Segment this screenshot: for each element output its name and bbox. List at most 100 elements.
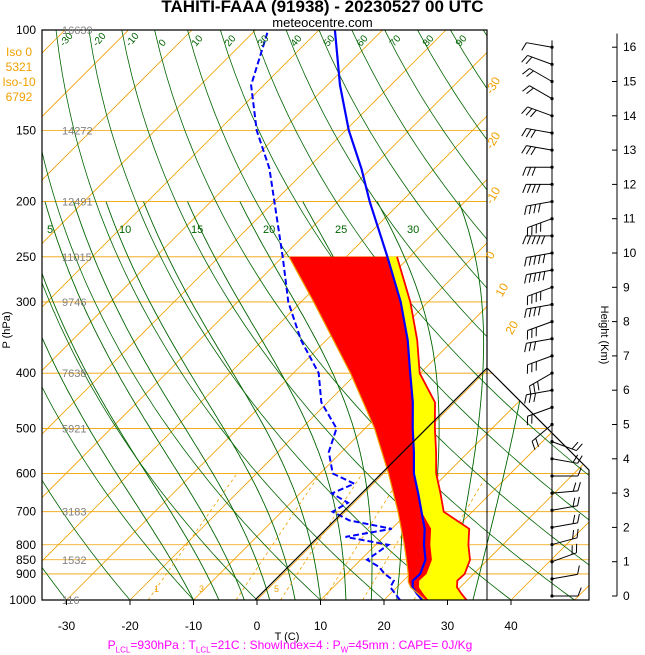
wind-barb-flag <box>524 343 527 353</box>
wind-barb <box>551 573 578 580</box>
wind-point <box>550 422 554 427</box>
wind-barb <box>527 286 553 297</box>
iso0-label: Iso 0 <box>5 45 32 59</box>
stability-indices: PLCL=930hPa : TLCL=21C : ShowIndex=4 : P… <box>107 638 473 655</box>
isotherm-label: 20 <box>502 318 521 337</box>
dry-adiabat-label: 90 <box>454 33 470 49</box>
wind-barb-flag <box>577 565 580 575</box>
wind-point <box>550 354 554 358</box>
wind-barb <box>526 252 553 259</box>
temperature-tick-label: -30 <box>58 619 76 633</box>
isotherm-line <box>256 30 589 600</box>
moist-adiabat-line <box>472 201 539 600</box>
wind-barb-flag <box>533 272 537 282</box>
standard-height-label: 116 <box>62 595 80 607</box>
isotherm-line <box>42 30 320 600</box>
wind-point <box>550 542 554 547</box>
temperature-line <box>333 30 427 600</box>
wind-point <box>550 199 554 204</box>
wind-barb-flag <box>577 482 581 491</box>
p-lcl-value: 930hPa <box>137 638 179 652</box>
pressure-tick-label: 500 <box>16 421 36 435</box>
standard-height-label: 5921 <box>62 423 86 435</box>
pressure-tick-label: 850 <box>16 553 36 567</box>
isotherm-label: 10 <box>492 280 511 299</box>
wind-barb <box>527 218 553 229</box>
isotherm-line <box>42 30 193 600</box>
dry-adiabat-label: -20 <box>91 30 109 48</box>
wind-barb-flag <box>537 381 540 391</box>
pw-value: 45mm <box>355 638 389 652</box>
wind-barb-flag <box>572 482 577 492</box>
wind-barb-flag <box>533 392 537 403</box>
plot-area <box>42 30 589 600</box>
iso10-value: 6792 <box>5 90 33 104</box>
wind-barb-flag <box>525 146 532 155</box>
dry-adiabat-label: -10 <box>124 30 142 48</box>
wind-barb <box>526 42 553 48</box>
wind-barb <box>527 321 553 331</box>
isotherm-line <box>42 30 383 600</box>
temperature-tick-label: 0 <box>254 619 261 633</box>
wind-barb-flag <box>572 514 576 524</box>
standard-height-label: 3183 <box>62 507 86 519</box>
wind-barb-flag <box>522 235 527 245</box>
wind-barb <box>551 552 577 563</box>
moist-adiabat-line <box>105 201 296 600</box>
moist-adiabat-line <box>73 201 271 600</box>
wind-barb-flag <box>528 273 532 283</box>
wind-barb-flag <box>528 393 532 403</box>
y-axis-label: P (hPa) <box>1 311 13 348</box>
mixing-ratio-line <box>235 473 321 600</box>
wind-barb <box>526 303 553 310</box>
isotherm-line <box>42 30 447 600</box>
wind-barb-flag <box>530 146 537 156</box>
wind-barb-flag <box>525 56 533 65</box>
wind-point <box>550 491 554 495</box>
wind-barb-flag <box>530 129 537 139</box>
standard-height-label: 14272 <box>62 125 93 137</box>
dry-adiabat-label: 80 <box>421 33 437 49</box>
wind-barb-flag <box>576 528 579 538</box>
wind-barb <box>529 68 553 82</box>
wind-point <box>550 371 554 375</box>
show-index-value: 4 <box>315 638 323 652</box>
wind-barb-flag <box>577 455 583 464</box>
moist-adiabat-line <box>44 201 245 600</box>
wind-barb-flag <box>533 307 537 317</box>
dry-adiabat-label: 30 <box>256 33 272 49</box>
temperature-tick-label: 10 <box>314 619 328 633</box>
dry-adiabat-line <box>42 30 77 600</box>
parcel-line <box>288 256 426 600</box>
wind-point <box>550 268 554 272</box>
wind-point <box>550 131 554 135</box>
cape-value: 0J/Kg <box>441 638 473 652</box>
wind-point <box>550 405 554 409</box>
moist-adiabat-line <box>143 201 321 600</box>
wind-point <box>550 148 554 152</box>
height-tick-label: 10 <box>623 246 637 260</box>
pressure-tick-label: 200 <box>16 195 36 209</box>
mixing-ratio-line <box>147 473 238 600</box>
mixing-ratio-label: 3 <box>199 584 204 594</box>
standard-height-label: 7638 <box>62 368 86 380</box>
standard-height-label: 11015 <box>62 252 92 264</box>
wind-barb <box>551 537 578 546</box>
moist-adiabat-label: 5 <box>47 224 53 236</box>
dry-adiabat-line <box>318 30 589 600</box>
wind-point <box>550 560 554 564</box>
wind-point <box>550 251 554 255</box>
dry-adiabat-label: 70 <box>388 33 404 49</box>
moist-adiabat-label: 25 <box>335 224 347 236</box>
height-tick-label: 5 <box>623 418 630 432</box>
dry-adiabat-line <box>42 30 141 600</box>
wind-barb-flag <box>526 167 532 176</box>
height-tick-label: 11 <box>623 212 636 226</box>
isotherm-line <box>447 30 589 600</box>
wind-point <box>550 457 554 461</box>
isotherm-label: 0 <box>482 248 498 261</box>
dry-adiabat-line <box>121 30 528 600</box>
wind-barb-flag <box>522 167 527 176</box>
wind-barb-flag <box>526 235 532 245</box>
wind-point <box>550 165 554 169</box>
